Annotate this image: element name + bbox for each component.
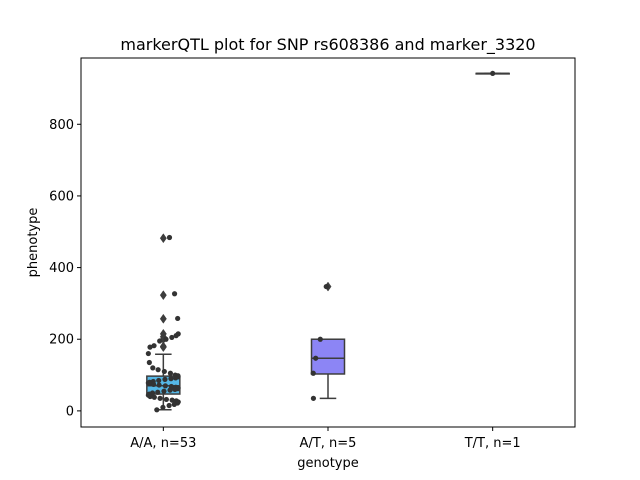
- strip-group: [145, 234, 181, 413]
- outlier-marker: [159, 313, 167, 324]
- x-tick-label: A/A, n=53: [130, 436, 196, 451]
- chart-title: markerQTL plot for SNP rs608386 and mark…: [120, 35, 535, 55]
- data-point: [163, 336, 169, 342]
- data-point: [313, 355, 319, 361]
- data-point: [161, 388, 167, 394]
- outlier-marker: [159, 233, 167, 244]
- data-point: [171, 291, 178, 297]
- strip-group: [310, 283, 329, 401]
- data-point: [310, 395, 317, 401]
- data-point: [172, 386, 178, 392]
- data-point: [151, 394, 157, 400]
- data-point: [150, 381, 157, 387]
- outlier-marker: [159, 290, 167, 301]
- y-tick-label: 600: [49, 189, 74, 204]
- data-point: [151, 343, 157, 349]
- data-point: [173, 333, 179, 339]
- y-tick-label: 800: [49, 118, 74, 133]
- outlier-marker: [159, 342, 167, 353]
- data-point: [169, 397, 175, 403]
- x-tick-label: T/T, n=1: [464, 436, 521, 451]
- x-axis-label: genotype: [297, 456, 358, 471]
- data-point: [166, 234, 173, 241]
- data-point: [171, 401, 177, 408]
- x-axis: A/A, n=53 A/T, n=5 T/T, n=1: [130, 427, 521, 451]
- x-tick-label: A/T, n=5: [300, 436, 357, 451]
- y-tick-label: 400: [49, 261, 74, 276]
- data-point: [147, 344, 153, 350]
- data-point: [163, 396, 169, 403]
- data-point: [175, 315, 181, 322]
- data-point: [310, 370, 316, 376]
- data-point: [150, 365, 156, 371]
- data-point: [157, 338, 163, 344]
- data-point: [155, 389, 161, 395]
- strip-group: [490, 70, 496, 77]
- plot-area: [145, 70, 510, 413]
- data-point: [156, 382, 162, 388]
- y-tick-label: 200: [49, 333, 74, 348]
- data-point: [490, 70, 496, 77]
- data-point: [162, 376, 168, 382]
- y-axis-label: phenotype: [26, 208, 41, 278]
- data-point: [155, 367, 161, 373]
- data-point: [147, 393, 153, 400]
- data-point: [167, 387, 173, 393]
- data-point: [166, 402, 172, 409]
- data-point: [145, 350, 151, 357]
- data-point: [317, 336, 323, 342]
- data-point: [156, 377, 162, 384]
- data-point: [167, 370, 174, 376]
- data-point: [168, 376, 174, 382]
- data-point: [146, 359, 152, 366]
- data-point: [157, 395, 163, 401]
- data-point: [169, 334, 175, 341]
- data-point: [172, 375, 179, 381]
- data-point: [323, 283, 329, 290]
- y-tick-label: 0: [66, 404, 74, 419]
- y-axis: 0 200 400 600 800: [49, 118, 81, 419]
- data-point: [162, 383, 168, 389]
- data-point: [154, 407, 160, 413]
- data-point: [161, 368, 167, 375]
- data-point: [160, 404, 166, 410]
